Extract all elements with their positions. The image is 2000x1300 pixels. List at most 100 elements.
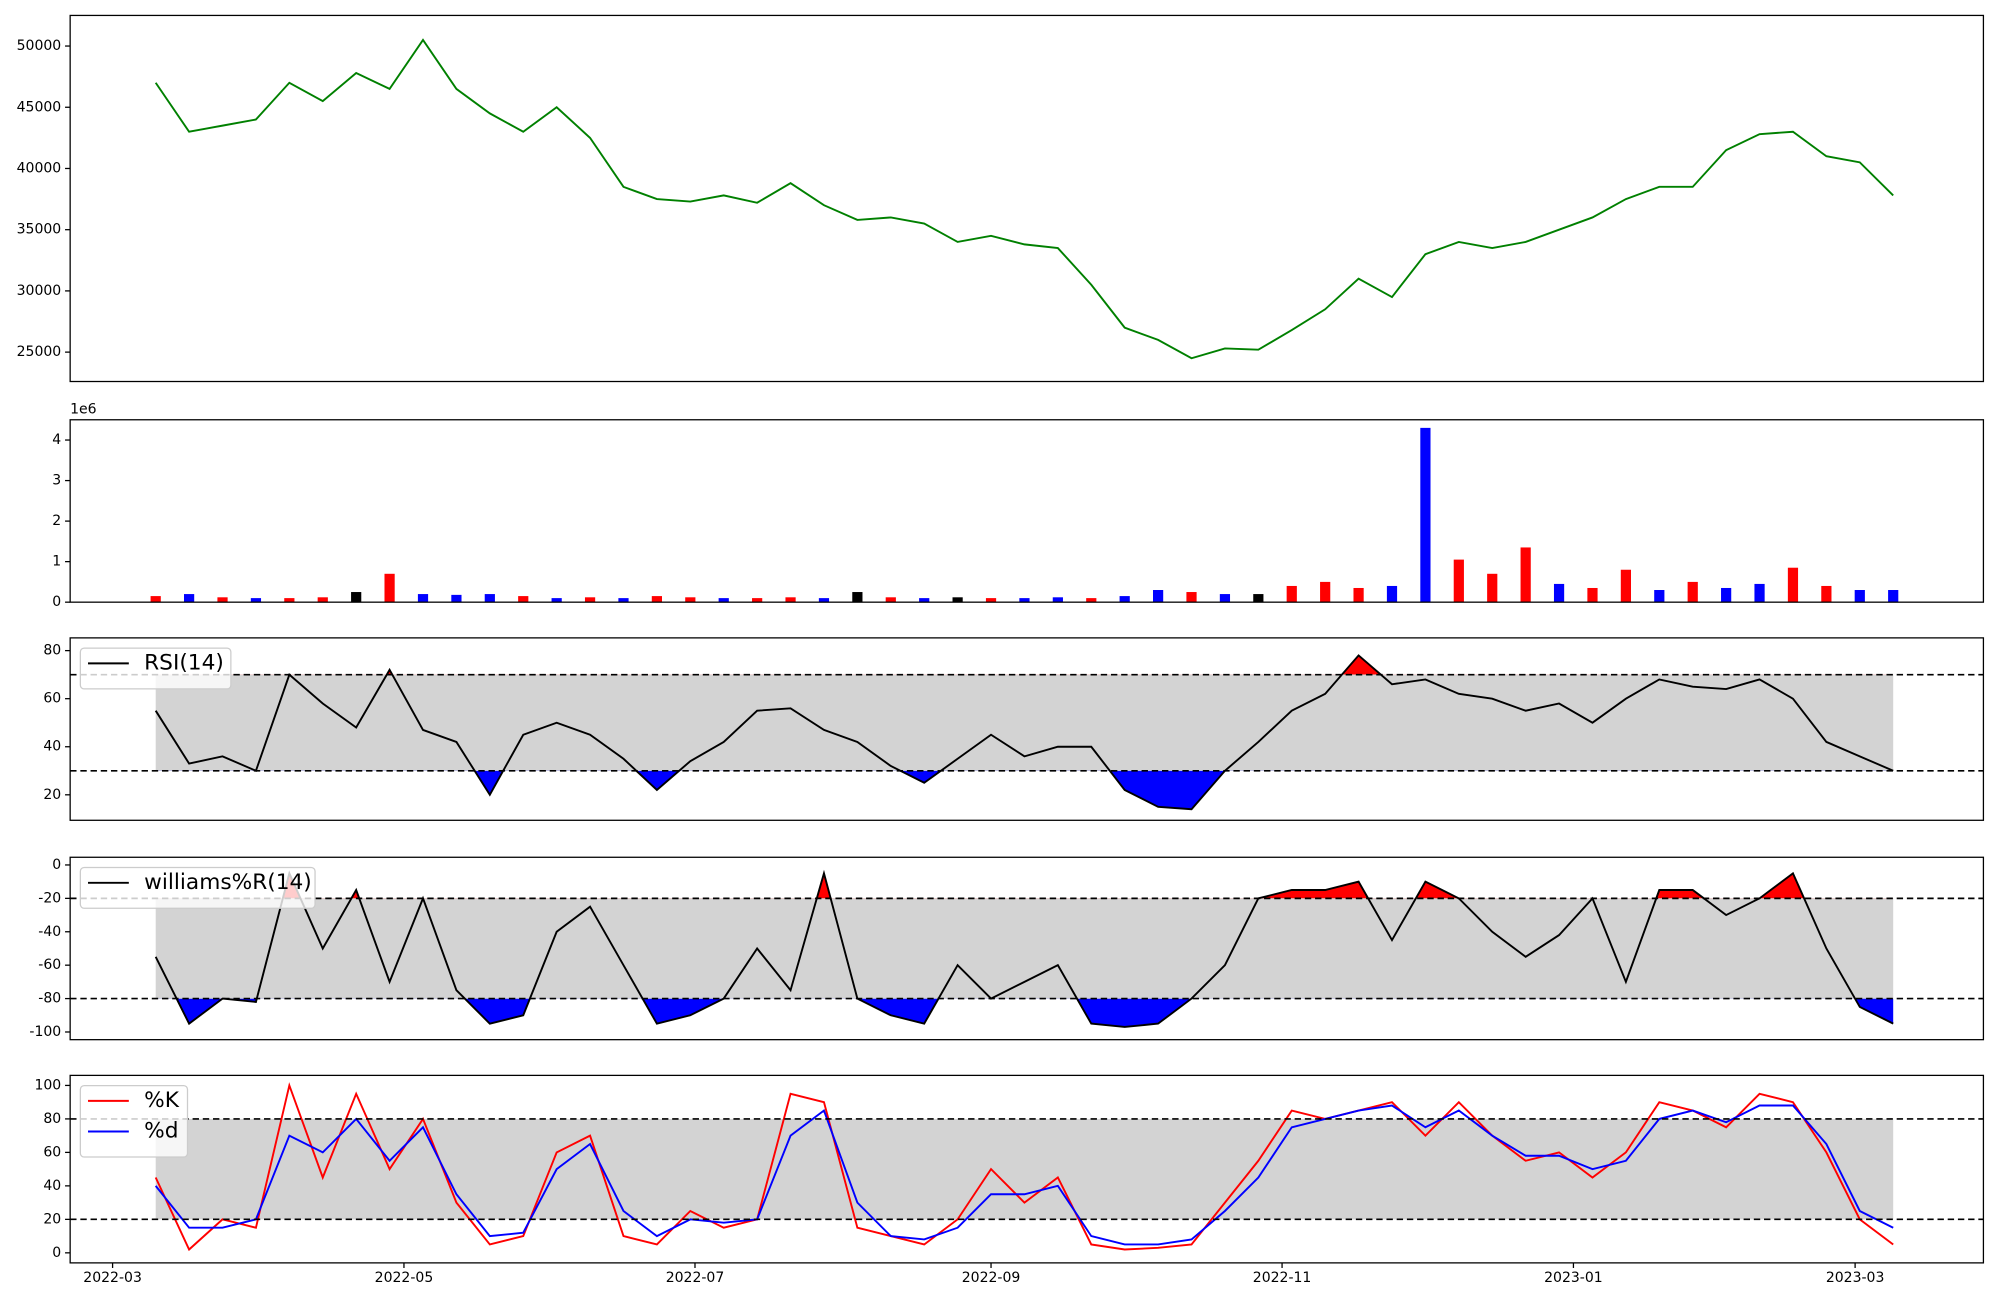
line bbox=[154, 1082, 1894, 1252]
legend: williams%R(14) bbox=[79, 866, 316, 909]
bar bbox=[551, 598, 562, 603]
y-tick-label: 40 bbox=[43, 739, 61, 755]
line bbox=[154, 1104, 1894, 1246]
x-tick-label: 2022-09 bbox=[962, 1270, 1021, 1286]
x-tick-label: 2022-03 bbox=[83, 1270, 142, 1286]
bar bbox=[584, 597, 596, 603]
y-tick-label: -100 bbox=[29, 1024, 61, 1040]
legend-label: RSI(14) bbox=[144, 650, 224, 675]
bar bbox=[1253, 594, 1264, 603]
bar bbox=[1520, 547, 1531, 603]
bar bbox=[1721, 587, 1732, 603]
y-tick-label: 0 bbox=[52, 1245, 61, 1261]
legend-label: %K bbox=[144, 1088, 180, 1113]
bar bbox=[1487, 573, 1498, 603]
y-tick-label: -60 bbox=[38, 957, 61, 973]
x-tick-label: 2022-05 bbox=[375, 1270, 434, 1286]
y-tick-label: -40 bbox=[38, 924, 61, 940]
x-tick-label: 2022-11 bbox=[1253, 1270, 1312, 1286]
y-tick-label: 40 bbox=[43, 1178, 61, 1194]
y-tick-label: 1 bbox=[52, 554, 61, 570]
line bbox=[154, 869, 1894, 1028]
bar bbox=[250, 598, 262, 603]
bar bbox=[1353, 587, 1364, 603]
bar bbox=[150, 596, 161, 603]
bar bbox=[818, 598, 830, 603]
y-tick-label: 60 bbox=[43, 691, 61, 707]
line bbox=[154, 38, 1894, 360]
bar bbox=[752, 598, 763, 603]
bar bbox=[919, 598, 930, 603]
bar bbox=[1152, 590, 1164, 603]
bar bbox=[718, 598, 729, 603]
y-tick-label: 0 bbox=[52, 594, 61, 610]
bar bbox=[952, 597, 963, 603]
legend-box bbox=[79, 866, 316, 909]
y-tick-label: 20 bbox=[43, 787, 61, 803]
neutral-band bbox=[155, 674, 1894, 771]
bar bbox=[1587, 587, 1598, 603]
bar bbox=[1888, 590, 1899, 603]
bar bbox=[985, 598, 997, 603]
bar bbox=[1119, 596, 1130, 603]
legend: RSI(14) bbox=[79, 647, 232, 690]
bar bbox=[1052, 597, 1063, 603]
y-tick-label: 3 bbox=[52, 473, 61, 489]
bar bbox=[184, 594, 195, 603]
bar bbox=[651, 596, 662, 603]
plot-frame bbox=[69, 637, 1985, 821]
offset-text: 1e6 bbox=[70, 402, 97, 418]
bar bbox=[1219, 594, 1231, 603]
legend-box bbox=[79, 1084, 189, 1158]
y-tick-label: 60 bbox=[43, 1144, 61, 1160]
y-tick-label: 35000 bbox=[17, 222, 62, 238]
line bbox=[154, 654, 1894, 811]
y-tick-label: 0 bbox=[52, 857, 61, 873]
x-tick-label: 2023-01 bbox=[1544, 1270, 1603, 1286]
legend-box bbox=[79, 647, 232, 690]
plot-frame bbox=[69, 856, 1985, 1041]
bar bbox=[618, 598, 629, 603]
legend-label: williams%R(14) bbox=[144, 870, 312, 895]
bar bbox=[1821, 585, 1832, 603]
y-tick-label: 25000 bbox=[17, 344, 62, 360]
bar bbox=[384, 573, 395, 603]
y-tick-label: 30000 bbox=[17, 283, 62, 299]
bar bbox=[1453, 559, 1464, 603]
y-tick-label: -20 bbox=[38, 890, 61, 906]
y-tick-label: 2 bbox=[52, 513, 61, 529]
bar bbox=[852, 592, 863, 603]
legend: %K %d bbox=[79, 1084, 189, 1158]
bar bbox=[785, 597, 796, 603]
bar bbox=[284, 598, 295, 603]
y-tick-label: -80 bbox=[38, 991, 61, 1007]
y-tick-label: 80 bbox=[43, 643, 61, 659]
bar bbox=[885, 597, 896, 603]
bar bbox=[217, 597, 228, 603]
x-tick-label: 2023-03 bbox=[1826, 1270, 1885, 1286]
bar bbox=[417, 594, 429, 603]
bar bbox=[1654, 590, 1665, 603]
y-tick-label: 45000 bbox=[17, 99, 62, 115]
bar bbox=[1019, 598, 1030, 603]
bar bbox=[1754, 583, 1765, 603]
plot-frame bbox=[69, 1074, 1985, 1264]
bar bbox=[1420, 427, 1431, 603]
bar bbox=[1286, 585, 1297, 603]
bar bbox=[1186, 592, 1197, 603]
oversold-fill bbox=[155, 998, 1894, 1027]
oversold-fill bbox=[474, 770, 1225, 810]
bar bbox=[484, 594, 495, 603]
bar bbox=[1086, 598, 1097, 603]
bar bbox=[1854, 590, 1865, 603]
y-tick-label: 100 bbox=[34, 1077, 61, 1093]
bar bbox=[1386, 585, 1398, 603]
bar bbox=[1320, 581, 1331, 603]
bar bbox=[451, 594, 462, 603]
bar bbox=[351, 592, 362, 603]
legend-label: %d bbox=[144, 1119, 178, 1144]
plot-frame bbox=[69, 419, 1985, 603]
y-tick-label: 80 bbox=[43, 1111, 61, 1127]
bar bbox=[1553, 583, 1565, 603]
